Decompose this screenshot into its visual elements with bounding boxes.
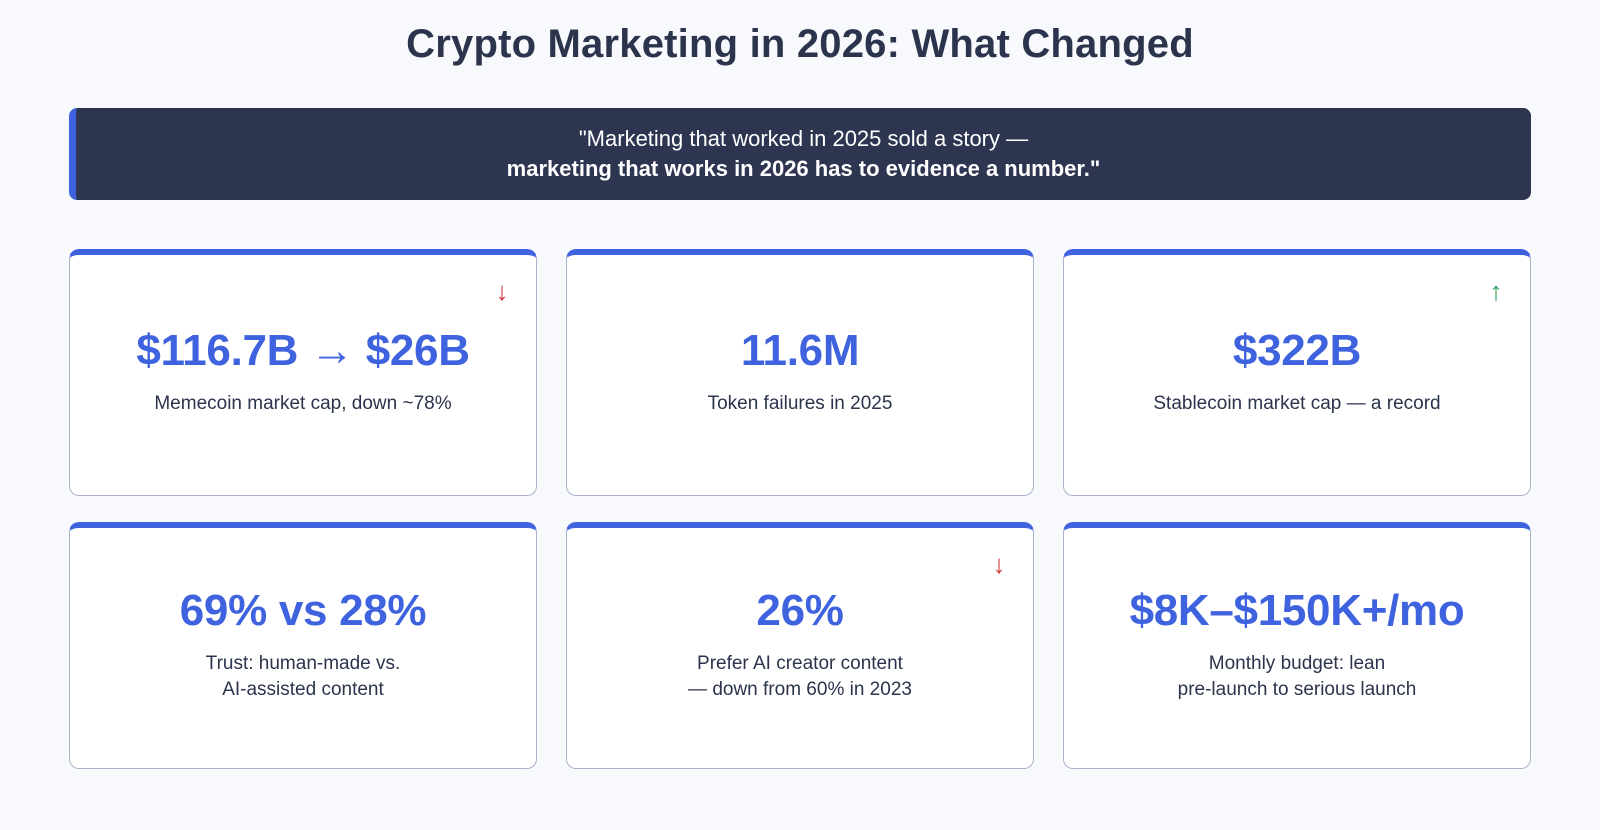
stat-label: Monthly budget: lean pre-launch to serio… [1178, 651, 1417, 703]
stat-value: $116.7B → $26B [136, 326, 470, 375]
stat-label: Token failures in 2025 [708, 391, 893, 417]
quote-line-1: "Marketing that worked in 2025 sold a st… [578, 126, 1029, 151]
stat-label: Prefer AI creator content — down from 60… [688, 651, 912, 703]
stat-card-budget: $8K–$150K+/mo Monthly budget: lean pre-l… [1063, 522, 1531, 769]
stat-label: Stablecoin market cap — a record [1153, 391, 1440, 417]
stat-grid: ↓ $116.7B → $26B Memecoin market cap, do… [69, 249, 1531, 769]
stat-card-ai-creator: ↓ 26% Prefer AI creator content — down f… [566, 522, 1034, 769]
stat-label-line: Stablecoin market cap — a record [1153, 393, 1441, 414]
stat-card-memecoin: ↓ $116.7B → $26B Memecoin market cap, do… [69, 249, 537, 496]
stat-label-line: AI-assisted content [222, 679, 384, 700]
stat-label-line: Trust: human-made vs. [205, 653, 401, 674]
stat-label-line: Monthly budget: lean [1208, 653, 1386, 674]
stat-label-line: Memecoin market cap, down ~78% [154, 393, 452, 414]
stat-card-trust: 69% vs 28% Trust: human-made vs. AI-assi… [69, 522, 537, 769]
stat-label: Trust: human-made vs. AI-assisted conten… [206, 651, 401, 703]
arrow-up-icon: ↑ [1489, 276, 1503, 306]
arrow-down-icon: ↓ [495, 276, 509, 306]
stat-value: 26% [756, 586, 844, 635]
stat-value: 69% vs 28% [179, 586, 427, 635]
stat-card-stablecoin: ↑ $322B Stablecoin market cap — a record [1063, 249, 1531, 496]
stat-label-line: Token failures in 2025 [707, 393, 893, 414]
stat-value: $8K–$150K+/mo [1129, 586, 1465, 635]
stat-label: Memecoin market cap, down ~78% [154, 391, 451, 417]
stat-label-line: — down from 60% in 2023 [688, 679, 912, 700]
stat-label-line: pre-launch to serious launch [1177, 679, 1417, 700]
page-title: Crypto Marketing in 2026: What Changed [406, 22, 1194, 66]
stat-value: $322B [1232, 326, 1362, 375]
stat-value: 11.6M [740, 326, 860, 375]
stat-label-line: Prefer AI creator content [697, 653, 903, 674]
quote-line-2: marketing that works in 2026 has to evid… [506, 156, 1101, 181]
quote-banner: "Marketing that worked in 2025 sold a st… [69, 108, 1531, 200]
stat-card-token-failures: 11.6M Token failures in 2025 [566, 249, 1034, 496]
arrow-down-icon: ↓ [992, 549, 1006, 579]
